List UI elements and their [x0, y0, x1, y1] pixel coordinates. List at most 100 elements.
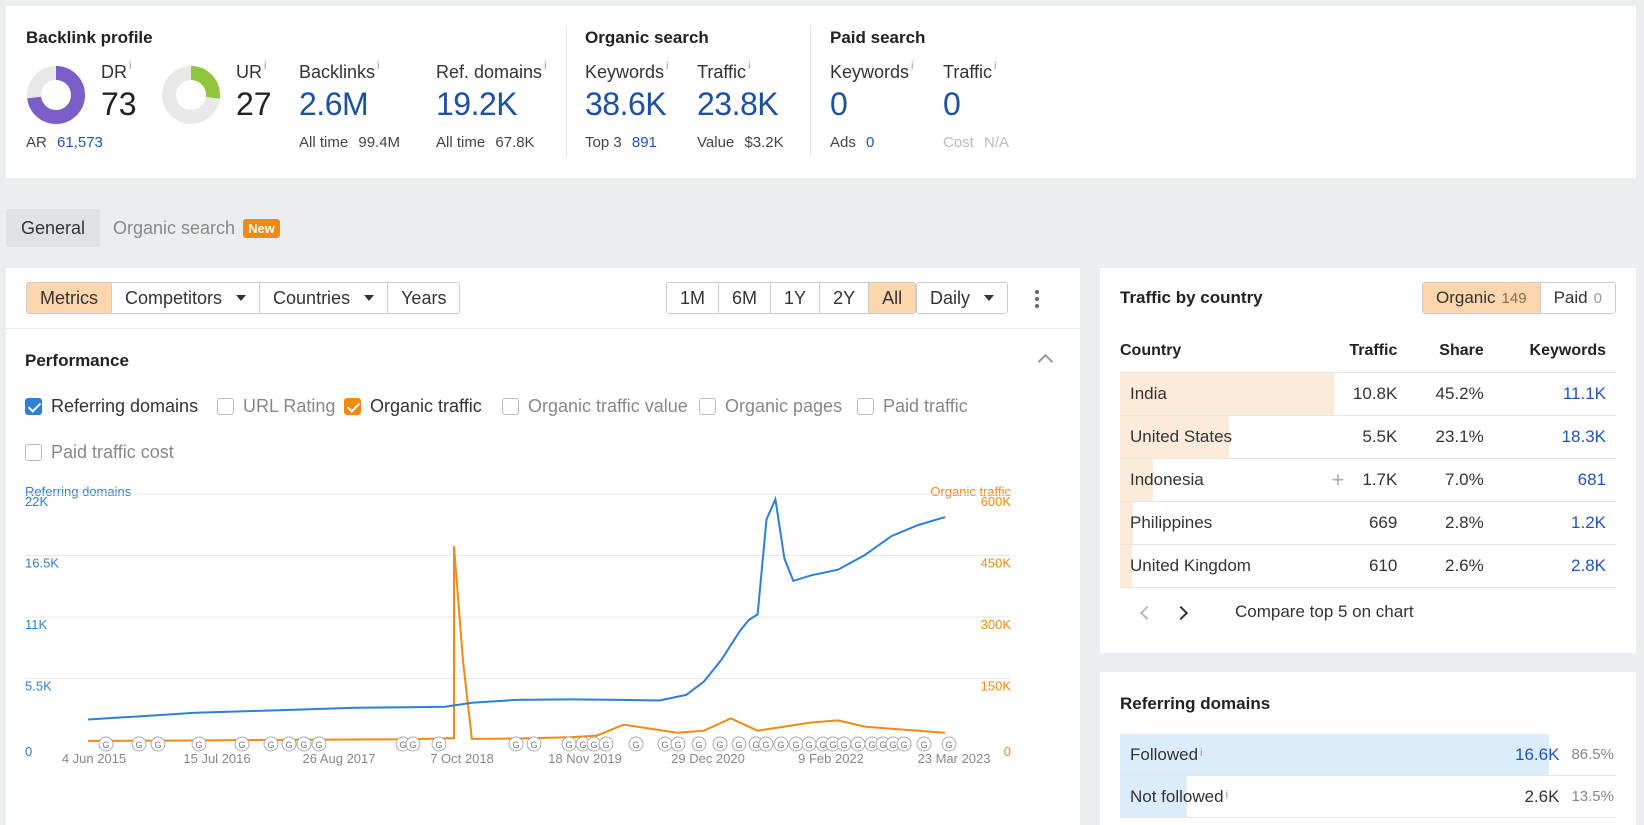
ar-value[interactable]: 61,573 — [57, 134, 103, 151]
checkbox-box[interactable] — [25, 398, 42, 415]
next-page-icon[interactable] — [1173, 605, 1189, 621]
col-traffic[interactable]: Traffic — [1298, 330, 1408, 373]
country-name-cell[interactable]: Philippines — [1120, 501, 1299, 545]
metrics-button[interactable]: Metrics — [27, 283, 112, 313]
range-1y-button[interactable]: 1Y — [771, 283, 821, 313]
checkbox-organic-traffic-value[interactable]: Organic traffic value — [502, 396, 688, 417]
checkbox-referring-domains[interactable]: Referring domains — [25, 396, 198, 417]
google-update-glyph: G — [399, 740, 406, 750]
checkbox-paid-traffic-cost[interactable]: Paid traffic cost — [25, 442, 174, 463]
keywords-cell[interactable]: 18.3K — [1493, 415, 1616, 459]
years-label: Years — [401, 287, 447, 308]
paid-keywords-value[interactable]: 0 — [830, 86, 848, 122]
checkbox-organic-traffic[interactable]: Organic traffic — [344, 396, 482, 417]
table-row[interactable]: United Kingdom 610 2.6% 2.8K — [1120, 544, 1616, 588]
list-item[interactable]: Followed i 16.6K 86.5% — [1120, 734, 1616, 776]
share-cell: 2.8% — [1407, 501, 1494, 545]
info-icon[interactable]: i — [544, 60, 547, 72]
prev-page-icon[interactable] — [1139, 605, 1155, 621]
checkbox-label: Referring domains — [51, 396, 199, 416]
keywords-cell[interactable]: 681 — [1493, 458, 1616, 502]
checkbox-box[interactable] — [344, 398, 361, 415]
checkbox-paid-traffic[interactable]: Paid traffic — [857, 396, 968, 417]
country-name: India — [1130, 383, 1167, 403]
info-icon[interactable]: i — [911, 60, 914, 72]
keywords-cell[interactable]: 11.1K — [1493, 372, 1616, 416]
checkbox-box[interactable] — [217, 398, 234, 415]
range-all-button[interactable]: All — [869, 283, 916, 313]
competitors-dropdown[interactable]: Competitors — [112, 283, 261, 313]
col-country[interactable]: Country — [1120, 330, 1299, 373]
compare-top5-link[interactable]: Compare top 5 on chart — [1235, 602, 1414, 621]
organic-toggle-button[interactable]: Organic 149 — [1423, 283, 1541, 313]
table-row[interactable]: Philippines 669 2.8% 1.2K — [1120, 501, 1616, 545]
tab-general[interactable]: General — [6, 209, 101, 247]
referring-domains-line — [87, 495, 946, 721]
checkbox-box[interactable] — [25, 444, 42, 461]
range-6m-button[interactable]: 6M — [719, 283, 772, 313]
country-name-cell[interactable]: Indonesia — [1120, 458, 1299, 502]
collapse-chevron-icon[interactable] — [1037, 353, 1054, 370]
list-item-value[interactable]: 2.6K — [1524, 786, 1560, 806]
list-item-value[interactable]: 16.6K — [1515, 744, 1560, 764]
col-keywords[interactable]: Keywords — [1493, 330, 1616, 373]
keywords-cell[interactable]: 2.8K — [1493, 544, 1616, 588]
checkbox-url-rating[interactable]: URL Rating — [217, 396, 335, 417]
checkbox-box[interactable] — [699, 398, 716, 415]
google-update-icon — [773, 736, 789, 752]
paid-toggle-button[interactable]: Paid 0 — [1540, 283, 1615, 313]
info-icon[interactable]: i — [666, 60, 669, 72]
refdomains-value[interactable]: 19.2K — [436, 86, 518, 122]
info-icon[interactable]: i — [377, 60, 380, 72]
keywords-cell[interactable]: 1.2K — [1493, 501, 1616, 545]
organic-keywords-value[interactable]: 38.6K — [585, 86, 667, 122]
paid-traffic-label: Traffic — [943, 62, 993, 82]
paid-traffic-value[interactable]: 0 — [943, 86, 961, 122]
info-icon[interactable]: i — [748, 60, 751, 72]
checkbox-box[interactable] — [502, 398, 519, 415]
right-axis-title: Organic traffic — [930, 484, 1011, 499]
checkbox-box[interactable] — [857, 398, 874, 415]
table-row[interactable]: India 10.8K 45.2% 11.1K — [1120, 372, 1616, 416]
info-icon[interactable]: i — [1225, 788, 1229, 801]
google-update-glyph: G — [879, 740, 886, 750]
refdomains-alltime-label: All time — [436, 134, 486, 151]
google-update-glyph: G — [889, 740, 896, 750]
section-divider — [566, 26, 567, 156]
left-tick-label: 11K — [25, 617, 47, 632]
tab-organic-search[interactable]: Organic search New — [113, 209, 280, 247]
col-share[interactable]: Share — [1407, 330, 1494, 373]
organic-top3-value[interactable]: 891 — [631, 134, 657, 151]
list-item[interactable]: Not followed i 2.6K 13.5% — [1120, 776, 1616, 818]
range-2y-button[interactable]: 2Y — [820, 283, 870, 313]
paid-ads-value[interactable]: 0 — [866, 134, 875, 151]
backlinks-value[interactable]: 2.6M — [299, 86, 369, 122]
info-icon[interactable]: i — [129, 60, 132, 72]
share-bar — [1120, 544, 1133, 587]
table-row[interactable]: Indonesia +1.7K 7.0% 681 — [1120, 458, 1616, 502]
checkbox-organic-pages[interactable]: Organic pages — [699, 396, 842, 417]
table-row[interactable]: United States 5.5K 23.1% 18.3K — [1120, 415, 1616, 459]
google-update-icon — [758, 736, 774, 752]
more-options-icon[interactable] — [1031, 288, 1043, 310]
years-button[interactable]: Years — [388, 283, 460, 313]
google-update-glyph: G — [829, 740, 836, 750]
country-name-cell[interactable]: United Kingdom — [1120, 544, 1299, 588]
share-bar — [1120, 501, 1134, 544]
performance-chart: Referring domains Organic traffic 0 0 5.5K 15… — [25, 484, 1011, 766]
competitors-label: Competitors — [125, 287, 223, 308]
add-to-chart-icon[interactable]: + — [1331, 466, 1345, 492]
google-update-glyph: G — [716, 740, 723, 750]
country-name: Philippines — [1130, 512, 1213, 532]
interval-dropdown[interactable]: Daily — [916, 282, 1009, 314]
country-name-cell[interactable]: United States — [1120, 415, 1299, 459]
info-icon[interactable]: i — [1200, 746, 1203, 759]
share-bar — [1120, 776, 1187, 817]
refdomains-alltime-value: 67.8K — [495, 134, 535, 151]
info-icon[interactable]: i — [994, 60, 997, 72]
info-icon[interactable]: i — [264, 60, 267, 72]
range-1m-button[interactable]: 1M — [667, 283, 720, 313]
countries-dropdown[interactable]: Countries — [260, 283, 389, 313]
organic-traffic-value[interactable]: 23.8K — [697, 86, 779, 122]
country-name-cell[interactable]: India — [1120, 372, 1334, 416]
